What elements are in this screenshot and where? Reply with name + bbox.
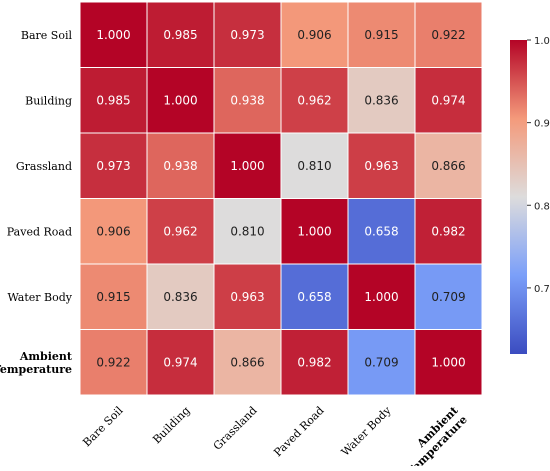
cell-value-label: 1.000	[364, 290, 398, 304]
cell-value-label: 0.906	[297, 28, 331, 42]
heatmap-cell	[146, 67, 215, 134]
cell-value-label: 0.866	[230, 355, 264, 369]
cell-value-label: 1.000	[230, 159, 264, 173]
colorbar-tick-label: 0.7	[534, 284, 550, 295]
row-label: Bare Soil	[21, 29, 73, 42]
cell-value-label: 0.962	[163, 224, 197, 238]
cell-value-label: 0.836	[163, 290, 197, 304]
column-label: Building	[150, 404, 192, 446]
row-label: Paved Road	[7, 225, 72, 238]
heatmap-cell	[414, 263, 483, 330]
cell-value-label: 0.963	[364, 159, 398, 173]
cell-value-label: 0.938	[163, 159, 197, 173]
heatmap-cell	[414, 1, 483, 68]
cell-value-label: 0.810	[230, 224, 264, 238]
row-label: Grassland	[16, 160, 72, 173]
heatmap-cell	[213, 1, 282, 68]
cell-value-label: 0.922	[431, 28, 465, 42]
heatmap-cell	[146, 198, 215, 265]
cell-value-label: 0.810	[297, 159, 331, 173]
column-label: Bare Soil	[80, 404, 126, 450]
colorbar-tick-label: 0.9	[534, 119, 550, 130]
colorbar-tick-label: 1.0	[534, 36, 550, 47]
heatmap-cell	[347, 329, 416, 396]
heatmap-cell	[280, 263, 349, 330]
cell-value-label: 0.938	[230, 93, 264, 107]
column-label: Water Body	[339, 403, 394, 458]
row-labels: Bare Soil Building Grassland Paved Road Wate…	[0, 29, 73, 376]
heatmap-cell	[347, 198, 416, 265]
colorbar: 1.0 0.9 0.8 0.7	[510, 36, 550, 354]
cell-value-label: 0.709	[431, 290, 465, 304]
cell-value-label: 0.973	[230, 28, 264, 42]
cell-value-label: 1.000	[297, 224, 331, 238]
cell-value-label: 0.866	[431, 159, 465, 173]
cell-value-label: 1.000	[163, 93, 197, 107]
cell-value-label: 0.985	[96, 93, 130, 107]
cell-value-label: 0.973	[96, 159, 130, 173]
cell-value-label: 0.982	[297, 355, 331, 369]
colorbar-gradient	[510, 40, 527, 354]
cell-value-label: 0.974	[163, 355, 197, 369]
column-labels: Bare Soil Building Grassland Paved Road Wate…	[80, 403, 471, 471]
cell-value-label: 0.836	[364, 93, 398, 107]
cell-value-label: 0.982	[431, 224, 465, 238]
cell-value-label: 0.962	[297, 93, 331, 107]
heatmap-cells: 1.000 0.985 0.973 0.906 0.915 0.922 0.985 1.000…	[79, 1, 483, 396]
cell-value-label: 0.906	[96, 224, 130, 238]
heatmap-cell	[213, 263, 282, 330]
column-label: Grassland	[211, 404, 260, 453]
heatmap-cell	[280, 132, 349, 199]
cell-value-label: 0.915	[96, 290, 130, 304]
heatmap-cell	[280, 67, 349, 134]
heatmap-cell	[79, 263, 148, 330]
row-label: Building	[25, 94, 72, 107]
cell-value-label: 0.658	[297, 290, 331, 304]
column-label: Paved Road	[271, 404, 326, 459]
cell-value-label: 0.974	[431, 93, 465, 107]
column-label: AmbientTemperature	[396, 403, 471, 466]
row-label: Water Body	[7, 291, 72, 304]
cell-value-label: 0.963	[230, 290, 264, 304]
cell-value-label: 0.915	[364, 28, 398, 42]
heatmap-cell	[79, 1, 148, 68]
heatmap-cell	[79, 329, 148, 396]
heatmap-cell	[213, 198, 282, 265]
heatmap-cell	[79, 198, 148, 265]
cell-value-label: 0.658	[364, 224, 398, 238]
cell-value-label: 0.922	[96, 355, 130, 369]
cell-value-label: 1.000	[431, 355, 465, 369]
heatmap-cell	[414, 198, 483, 265]
heatmap-cell	[280, 1, 349, 68]
heatmap-cell	[146, 132, 215, 199]
heatmap-cell	[414, 132, 483, 199]
cell-value-label: 0.709	[364, 355, 398, 369]
row-label: Ambient Temperature	[0, 350, 73, 376]
heatmap-cell	[414, 329, 483, 396]
heatmap-cell	[146, 1, 215, 68]
cell-value-label: 0.985	[163, 28, 197, 42]
heatmap-cell	[347, 263, 416, 330]
cell-value-label: 1.000	[96, 28, 130, 42]
heatmap-cell	[347, 132, 416, 199]
colorbar-tick-label: 0.8	[534, 201, 550, 212]
heatmap-cell	[414, 67, 483, 134]
heatmap-cell	[280, 198, 349, 265]
heatmap-cell	[280, 329, 349, 396]
